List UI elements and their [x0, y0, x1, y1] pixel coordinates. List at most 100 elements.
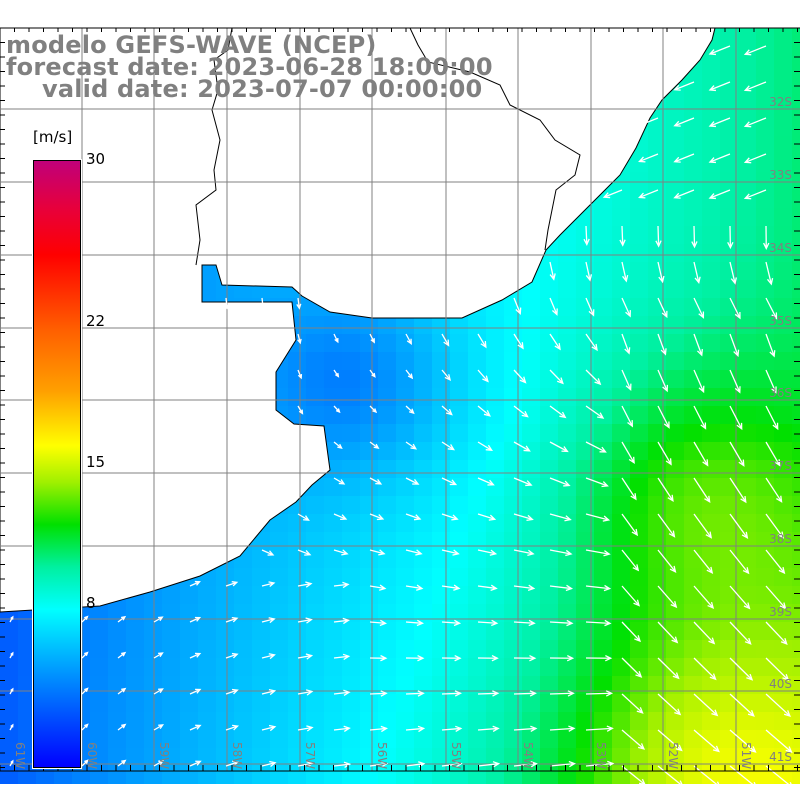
wind-speed-cell — [594, 298, 612, 316]
wind-speed-cell — [522, 676, 540, 694]
wind-speed-cell — [108, 694, 126, 712]
wind-speed-cell — [576, 370, 594, 388]
wind-speed-cell — [576, 640, 594, 658]
wind-speed-cell — [504, 766, 522, 784]
wind-speed-cell — [198, 730, 216, 748]
wind-arrow — [621, 513, 639, 537]
wind-speed-cell — [774, 730, 792, 748]
wind-speed-cell — [720, 766, 738, 784]
wind-speed-cell — [414, 388, 432, 406]
wind-speed-cell — [666, 190, 684, 208]
wind-speed-cell — [630, 478, 648, 496]
wind-speed-cell — [432, 748, 450, 766]
wind-arrow — [333, 549, 349, 556]
wind-speed-cell — [522, 694, 540, 712]
title-model: modelo GEFS-WAVE (NCEP) — [6, 31, 377, 59]
wind-speed-cell — [252, 640, 270, 658]
wind-speed-cell — [756, 388, 774, 406]
wind-arrow — [743, 153, 767, 164]
wind-speed-cell — [756, 586, 774, 604]
wind-speed-cell — [720, 406, 738, 424]
wind-arrow — [729, 657, 754, 681]
wind-speed-cell — [720, 424, 738, 442]
wind-arrow — [9, 651, 14, 659]
wind-speed-cell — [648, 298, 666, 316]
wind-arrow — [333, 581, 350, 589]
wind-arrow — [297, 369, 303, 380]
wind-arrow — [549, 297, 558, 316]
wind-speed-cell — [756, 712, 774, 730]
wind-speed-cell — [666, 424, 684, 442]
wind-speed-cell — [216, 568, 234, 586]
wind-arrow — [369, 513, 385, 521]
wind-speed-cell — [234, 658, 252, 676]
wind-speed-cell — [450, 334, 468, 352]
wind-arrow — [691, 225, 698, 249]
wind-speed-cell — [558, 316, 576, 334]
wind-speed-cell — [684, 244, 702, 262]
wind-speed-cell — [612, 694, 630, 712]
wind-speed-cell — [180, 748, 198, 766]
wind-speed-cell — [576, 478, 594, 496]
wind-speed-cell — [540, 586, 558, 604]
wind-arrow — [81, 723, 89, 731]
wind-speed-cell — [396, 496, 414, 514]
wind-speed-cell — [324, 694, 342, 712]
wind-speed-cell — [774, 334, 792, 352]
wind-arrow — [693, 261, 701, 285]
wind-speed-cell — [126, 640, 144, 658]
wind-speed-cell — [720, 352, 738, 370]
wind-speed-cell — [108, 766, 126, 784]
wind-speed-cell — [36, 766, 54, 784]
wind-arrow — [9, 723, 14, 731]
wind-speed-cell — [738, 136, 756, 154]
wind-speed-cell — [540, 658, 558, 676]
wind-speed-cell — [612, 568, 630, 586]
wind-speed-cell — [468, 424, 486, 442]
wind-speed-cell — [108, 622, 126, 640]
wind-speed-cell — [684, 424, 702, 442]
wind-speed-cell — [540, 712, 558, 730]
wind-speed-cell — [648, 712, 666, 730]
wind-speed-cell — [414, 622, 432, 640]
wind-speed-cell — [18, 658, 36, 676]
wind-speed-cell — [360, 640, 378, 658]
wind-arrow — [729, 765, 758, 789]
wind-speed-cell — [648, 568, 666, 586]
title-forecast-date: forecast date: 2023-06-28 18:00:00 — [6, 53, 493, 81]
wind-speed-cell — [90, 694, 108, 712]
wind-speed-cell — [738, 460, 756, 478]
wind-speed-cell — [792, 370, 800, 388]
wind-speed-cell — [756, 82, 774, 100]
wind-speed-cell — [360, 586, 378, 604]
wind-arrow — [585, 690, 614, 697]
wind-speed-cell — [306, 694, 324, 712]
wind-speed-cell — [270, 676, 288, 694]
wind-speed-cell — [738, 730, 756, 748]
wind-arrow — [405, 513, 422, 521]
wind-speed-cell — [684, 550, 702, 568]
wind-speed-cell — [342, 568, 360, 586]
wind-speed-cell — [630, 226, 648, 244]
wind-speed-cell — [702, 352, 720, 370]
wind-speed-cell — [684, 748, 702, 766]
wind-speed-cell — [378, 568, 396, 586]
wind-arrow — [549, 654, 575, 662]
wind-speed-cell — [324, 748, 342, 766]
wind-arrow — [477, 690, 500, 697]
wind-speed-cell — [666, 262, 684, 280]
wind-speed-cell — [756, 424, 774, 442]
wind-arrow — [369, 584, 387, 591]
wind-speed-cell — [558, 676, 576, 694]
wind-speed-cell — [684, 154, 702, 172]
wind-speed-cell — [720, 730, 738, 748]
wind-speed-cell — [576, 280, 594, 298]
wind-speed-cell — [684, 568, 702, 586]
wind-arrow — [260, 297, 266, 310]
wind-speed-cell — [450, 622, 468, 640]
wind-speed-cell — [666, 676, 684, 694]
wind-speed-cell — [756, 64, 774, 82]
wind-arrow — [549, 690, 575, 697]
wind-speed-cell — [342, 460, 360, 478]
wind-speed-cell — [108, 658, 126, 676]
